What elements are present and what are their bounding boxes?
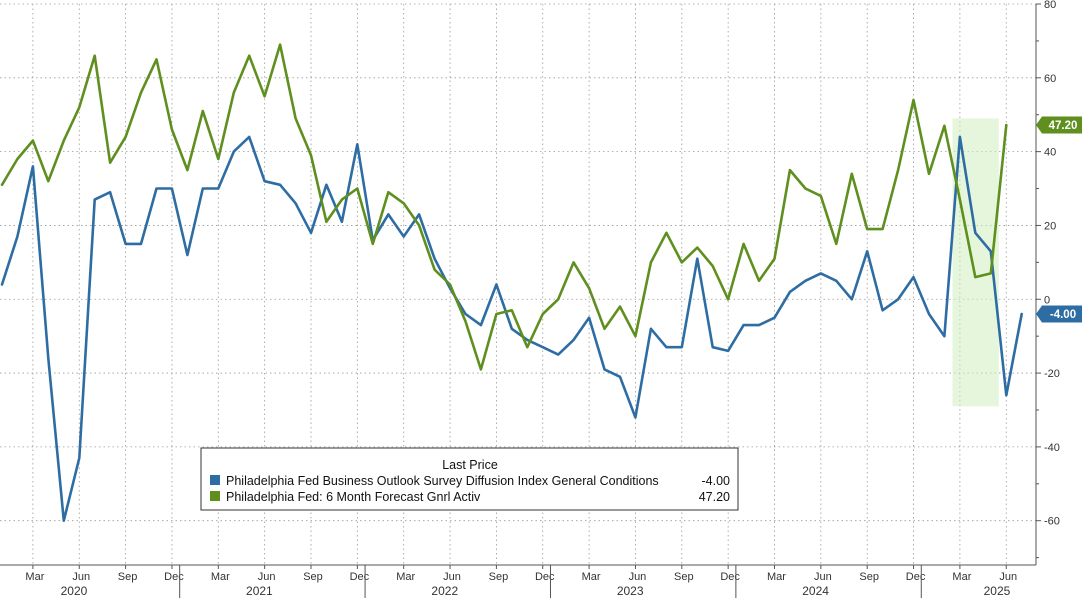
y-tick-label: 0 bbox=[1044, 294, 1050, 306]
x-tick-label: Jun bbox=[629, 571, 647, 583]
year-label: 2025 bbox=[984, 584, 1011, 598]
x-tick-label: Dec bbox=[535, 571, 555, 583]
x-tick-label: Mar bbox=[211, 571, 230, 583]
y-tick-label: -40 bbox=[1044, 442, 1060, 454]
year-label: 2020 bbox=[61, 584, 88, 598]
x-tick-label: Sep bbox=[859, 571, 879, 583]
legend-swatch-general-conditions bbox=[210, 475, 220, 485]
y-tick-label: 40 bbox=[1044, 147, 1056, 159]
year-label: 2024 bbox=[802, 584, 829, 598]
last-value-badge-1 bbox=[1036, 116, 1082, 134]
x-tick-label: Jun bbox=[999, 571, 1017, 583]
x-tick-label: Jun bbox=[443, 571, 461, 583]
last-price-badges: -4.00 47.20 bbox=[1036, 116, 1082, 323]
year-label: 2022 bbox=[431, 584, 458, 598]
x-tick-label: Mar bbox=[582, 571, 601, 583]
legend-header: Last Price bbox=[442, 458, 498, 472]
grid-lines bbox=[0, 3, 1036, 565]
series-lines bbox=[0, 43, 1024, 523]
axes: 80 60 40 20 0 -20 -40 -60 Mar Jun Sep Dec Mar Jun Sep D… bbox=[0, 0, 1060, 598]
x-tick-label: Jun bbox=[814, 571, 832, 583]
y-tick-label: 60 bbox=[1044, 73, 1056, 85]
x-tick-label: Mar bbox=[952, 571, 971, 583]
legend-value-forecast: 47.20 bbox=[699, 490, 730, 504]
x-tick-label: Mar bbox=[767, 571, 786, 583]
legend-label-forecast: Philadelphia Fed: 6 Month Forecast Gnrl … bbox=[226, 490, 481, 504]
x-tick-label: Dec bbox=[164, 571, 184, 583]
x-tick-label: Dec bbox=[720, 571, 740, 583]
series-line-1 bbox=[0, 43, 1008, 371]
x-tick-label: Mar bbox=[396, 571, 415, 583]
x-tick-label: Jun bbox=[258, 571, 276, 583]
x-tick-label: Sep bbox=[303, 571, 323, 583]
x-tick-label: Sep bbox=[118, 571, 138, 583]
x-tick-label: Sep bbox=[489, 571, 509, 583]
y-tick-label: -20 bbox=[1044, 368, 1060, 380]
legend: Last Price Philadelphia Fed Business Out… bbox=[200, 447, 739, 511]
last-value-label-1: 47.20 bbox=[1049, 120, 1078, 132]
legend-value-general-conditions: -4.00 bbox=[702, 474, 731, 488]
x-tick-label: Sep bbox=[674, 571, 694, 583]
legend-box bbox=[200, 447, 739, 511]
legend-swatch-forecast bbox=[210, 491, 220, 501]
year-label: 2023 bbox=[617, 584, 644, 598]
year-label: 2021 bbox=[246, 584, 273, 598]
last-value-badge-0 bbox=[1036, 305, 1082, 323]
y-tick-label: 20 bbox=[1044, 220, 1056, 232]
legend-label-general-conditions: Philadelphia Fed Business Outlook Survey… bbox=[226, 474, 659, 488]
series-line-0 bbox=[0, 135, 1024, 523]
last-value-label-0: -4.00 bbox=[1050, 309, 1076, 321]
y-tick-label: -60 bbox=[1044, 516, 1060, 528]
x-tick-label: Jun bbox=[72, 571, 90, 583]
x-tick-label: Mar bbox=[25, 571, 44, 583]
x-tick-label: Dec bbox=[906, 571, 926, 583]
x-tick-label: Dec bbox=[350, 571, 370, 583]
y-tick-label: 80 bbox=[1044, 0, 1056, 11]
